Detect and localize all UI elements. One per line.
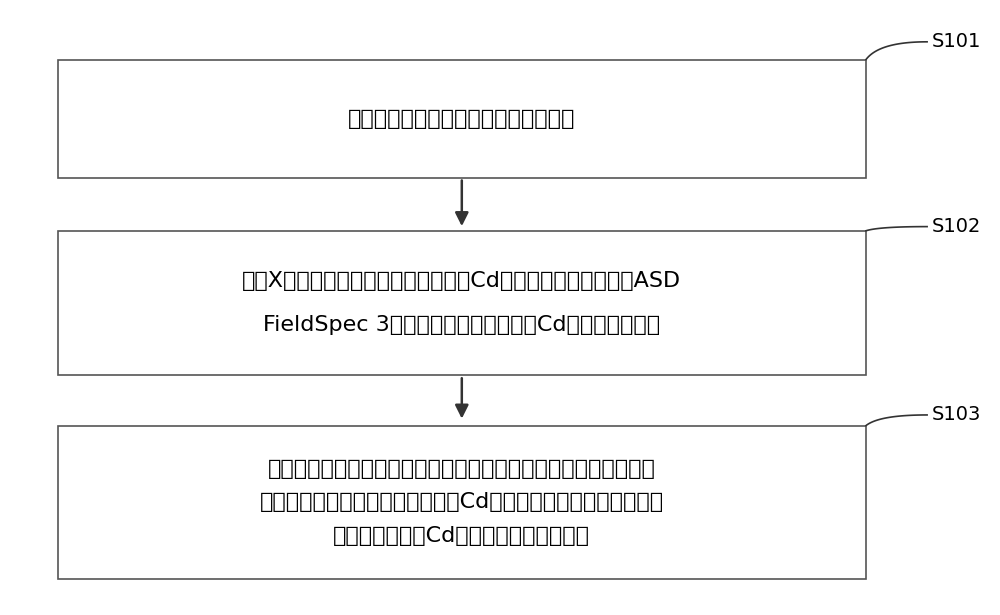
Text: 使用X射线荧光分析仪测定样品重金属Cd元素的实际含量，利用ASD: 使用X射线荧光分析仪测定样品重金属Cd元素的实际含量，利用ASD bbox=[242, 271, 681, 292]
Text: 工神经网络、支持向量机模型进行Cd元素的含量反演，建立基于高: 工神经网络、支持向量机模型进行Cd元素的含量反演，建立基于高 bbox=[260, 493, 664, 512]
Text: FieldSpec 3光谱仪及配套的软件获取Cd元素的光谱信息: FieldSpec 3光谱仪及配套的软件获取Cd元素的光谱信息 bbox=[263, 315, 660, 335]
FancyBboxPatch shape bbox=[58, 426, 866, 579]
Text: S103: S103 bbox=[932, 405, 981, 424]
Text: 采集土壤样品，制备正、副样品各一份: 采集土壤样品，制备正、副样品各一份 bbox=[348, 109, 575, 129]
FancyBboxPatch shape bbox=[58, 60, 866, 178]
Text: 光谱特征波段的Cd元素含量反演方法体系: 光谱特征波段的Cd元素含量反演方法体系 bbox=[333, 526, 590, 546]
Text: 对原始波谱数据进行降维处理，筛选特征波段，利用随机森林、人: 对原始波谱数据进行降维处理，筛选特征波段，利用随机森林、人 bbox=[268, 459, 656, 478]
FancyBboxPatch shape bbox=[58, 231, 866, 375]
Text: S101: S101 bbox=[932, 33, 981, 51]
Text: S102: S102 bbox=[932, 217, 981, 236]
